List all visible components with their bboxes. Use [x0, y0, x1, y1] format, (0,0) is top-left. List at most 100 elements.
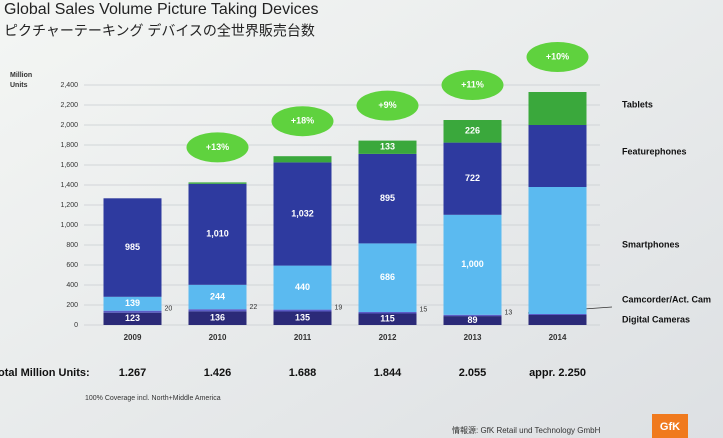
data-label: 1,032	[291, 208, 314, 218]
data-label: 22	[250, 304, 258, 311]
y-tick-label: 2,400	[60, 82, 78, 89]
legend-label: Tablets	[622, 99, 653, 109]
bar-segment	[528, 125, 587, 187]
data-label: 20	[165, 306, 173, 313]
bar-segment	[443, 316, 502, 325]
data-label: 115	[380, 314, 395, 324]
y-axis-label: Units	[10, 82, 28, 89]
y-tick-label: 1,600	[60, 162, 78, 169]
legend-label: Featurephones	[622, 146, 687, 156]
total-label: 1.426	[204, 367, 232, 379]
y-tick-label: 2,200	[60, 102, 78, 109]
total-label: 1.844	[374, 367, 402, 379]
logo-box	[652, 414, 688, 438]
data-label: 440	[295, 282, 310, 292]
growth-bubble	[271, 106, 334, 137]
data-label: 686	[380, 272, 395, 282]
bar-segment	[103, 198, 162, 297]
x-tick-label: 2009	[124, 333, 142, 342]
bar-segment	[358, 243, 417, 312]
data-label: 133	[380, 142, 395, 152]
chart-subtitle: ピクチャーテーキング デバイスの全世界販売台数	[4, 23, 315, 39]
totals-label: otal Million Units:	[0, 367, 90, 379]
data-label: 136	[210, 313, 225, 323]
data-label: 1,000	[461, 259, 484, 269]
legend-label: Camcorder/Act. Cam	[622, 294, 711, 304]
data-label: 135	[295, 313, 310, 323]
data-label: 89	[467, 315, 477, 325]
x-tick-label: 2011	[294, 333, 312, 342]
bar-segment	[273, 311, 332, 325]
logo: GfK	[660, 421, 680, 433]
bar-segment	[103, 296, 162, 311]
total-label: 2.055	[459, 367, 487, 379]
bar-segment	[188, 182, 247, 184]
bar-segment	[273, 162, 332, 266]
growth-bubble	[526, 42, 589, 72]
growth-label: +18%	[291, 116, 314, 126]
bar-segment	[443, 142, 502, 215]
y-tick-label: 1,400	[60, 182, 78, 189]
y-tick-label: 800	[66, 242, 78, 249]
bar-segment	[103, 312, 162, 325]
y-tick-label: 2,000	[60, 122, 78, 129]
bar-segment	[273, 265, 332, 310]
bar-segment	[443, 314, 502, 317]
bar-segment	[188, 183, 247, 285]
y-tick-label: 200	[66, 302, 78, 309]
bar-segment	[188, 311, 247, 325]
data-label: 985	[125, 242, 140, 252]
y-axis-label: Million	[10, 72, 32, 79]
bar-segment	[358, 312, 417, 314]
growth-label: +13%	[206, 142, 229, 152]
growth-label: +11%	[461, 79, 484, 89]
x-tick-label: 2014	[549, 333, 567, 342]
source: 情報源: GfK Retail und Technology GmbH	[452, 425, 601, 435]
x-tick-label: 2013	[464, 333, 482, 342]
y-tick-label: 1,200	[60, 202, 78, 209]
bar-segment	[528, 315, 587, 325]
y-tick-label: 600	[66, 262, 78, 269]
x-tick-label: 2012	[379, 333, 397, 342]
growth-bubble	[186, 132, 249, 163]
data-label: 1,010	[206, 229, 229, 239]
total-label: 1.267	[119, 367, 147, 379]
data-label: 19	[335, 304, 343, 311]
total-label: 1.688	[289, 367, 317, 379]
growth-bubble	[441, 70, 504, 100]
data-label: 139	[125, 298, 140, 308]
legend-label: Smartphones	[622, 239, 680, 249]
bar-segment	[188, 309, 247, 312]
y-tick-label: 0	[74, 322, 78, 329]
footnote: 100% Coverage incl. North+Middle America	[85, 395, 221, 402]
bar-segment	[358, 140, 417, 154]
bar-segment	[273, 156, 332, 163]
total-label: appr. 2.250	[529, 367, 586, 379]
growth-label: +9%	[378, 100, 396, 110]
bar-segment	[273, 309, 332, 312]
y-tick-label: 1,000	[60, 222, 78, 229]
bar-segment	[358, 313, 417, 325]
growth-label: +10%	[546, 51, 569, 61]
data-label: 895	[380, 193, 395, 203]
y-tick-label: 400	[66, 282, 78, 289]
bar-segment	[443, 214, 502, 315]
bar-segment	[528, 187, 587, 314]
bar-segment	[103, 310, 162, 313]
bar-segment	[358, 153, 417, 244]
bar-segment	[528, 314, 587, 315]
y-tick-label: 1,800	[60, 142, 78, 149]
growth-bubble	[356, 90, 419, 121]
data-label: 15	[420, 307, 428, 314]
x-tick-label: 2010	[209, 333, 227, 342]
chart-title: Global Sales Volume Picture Taking Devic…	[4, 1, 319, 18]
data-label: 123	[125, 313, 140, 323]
bar-segment	[528, 92, 587, 125]
legend-label: Digital Cameras	[622, 314, 690, 324]
bar-segment	[443, 120, 502, 143]
bar-segment	[188, 284, 247, 310]
data-label: 226	[465, 126, 480, 136]
data-label: 722	[465, 173, 480, 183]
data-label: 13	[505, 309, 513, 316]
